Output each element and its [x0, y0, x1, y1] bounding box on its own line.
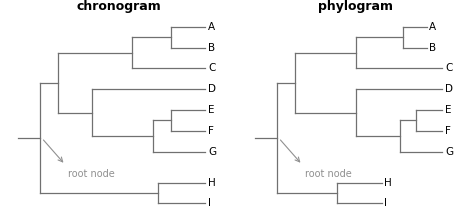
Text: H: H	[208, 178, 216, 188]
Text: chronogram: chronogram	[76, 0, 161, 13]
Text: root node: root node	[68, 169, 115, 179]
Text: I: I	[208, 198, 211, 208]
Text: phylogram: phylogram	[318, 0, 393, 13]
Text: root node: root node	[305, 169, 352, 179]
Text: E: E	[208, 105, 215, 115]
Text: G: G	[445, 147, 453, 156]
Text: F: F	[445, 126, 451, 136]
Text: G: G	[208, 147, 216, 156]
Text: B: B	[208, 43, 215, 53]
Text: C: C	[445, 64, 452, 73]
Text: D: D	[208, 84, 216, 94]
Text: E: E	[445, 105, 452, 115]
Text: A: A	[208, 22, 215, 32]
Text: I: I	[384, 198, 387, 208]
Text: B: B	[429, 43, 437, 53]
Text: A: A	[429, 22, 437, 32]
Text: C: C	[208, 64, 215, 73]
Text: H: H	[384, 178, 392, 188]
Text: F: F	[208, 126, 214, 136]
Text: D: D	[445, 84, 453, 94]
